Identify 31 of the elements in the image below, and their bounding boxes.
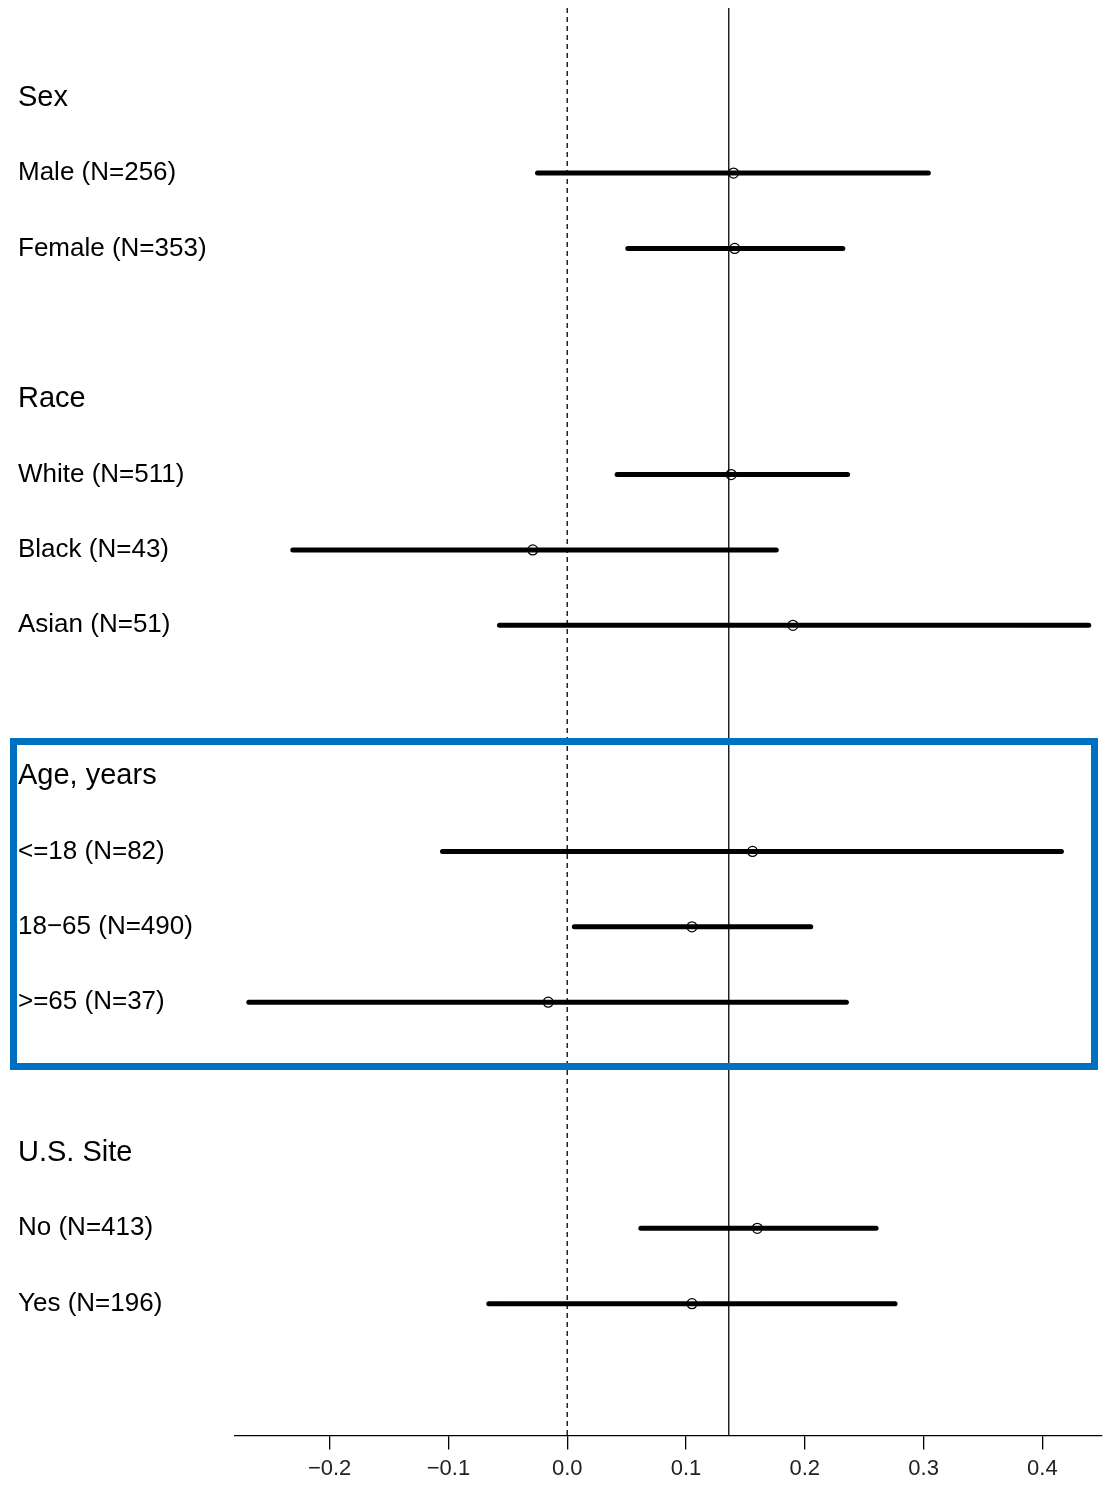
point [746, 845, 759, 858]
y-tick-label: U.S. Site [18, 1134, 133, 1167]
point [751, 1222, 763, 1234]
x-tick-label: −0.1 [426, 1454, 471, 1480]
y-tick-label: Sex [18, 79, 69, 112]
y-tick-label: <=18 (N=82) [18, 834, 165, 865]
x-tick-label: 0.2 [789, 1454, 821, 1480]
y-tick-label: Black (N=43) [18, 533, 169, 564]
y-tick-label: Male (N=256) [18, 156, 177, 187]
x-tick-label: −0.2 [307, 1454, 352, 1480]
y-tick-label: Female (N=353) [18, 231, 207, 262]
point [787, 619, 799, 631]
y-tick-label: Asian (N=51) [18, 608, 171, 639]
y-tick-label: Age, years [18, 758, 157, 791]
point [725, 468, 737, 481]
y-tick-label: 18−65 (N=490) [18, 909, 193, 940]
x-tick-label: 0.1 [670, 1454, 702, 1480]
y-tick-label: No (N=413) [18, 1211, 154, 1242]
point [686, 921, 698, 933]
y-tick-label: White (N=511) [18, 457, 185, 488]
point [729, 242, 741, 255]
x-tick-label: 0.0 [551, 1454, 583, 1480]
y-tick-label: >=65 (N=37) [18, 985, 165, 1016]
x-tick-label: 0.4 [1027, 1454, 1058, 1480]
point [686, 1298, 698, 1310]
x-tick-label: 0.3 [908, 1454, 939, 1480]
point [542, 996, 554, 1008]
point [727, 167, 740, 179]
y-tick-label: Race [18, 381, 86, 414]
point [527, 544, 539, 556]
y-tick-label: Yes (N=196) [18, 1286, 163, 1317]
